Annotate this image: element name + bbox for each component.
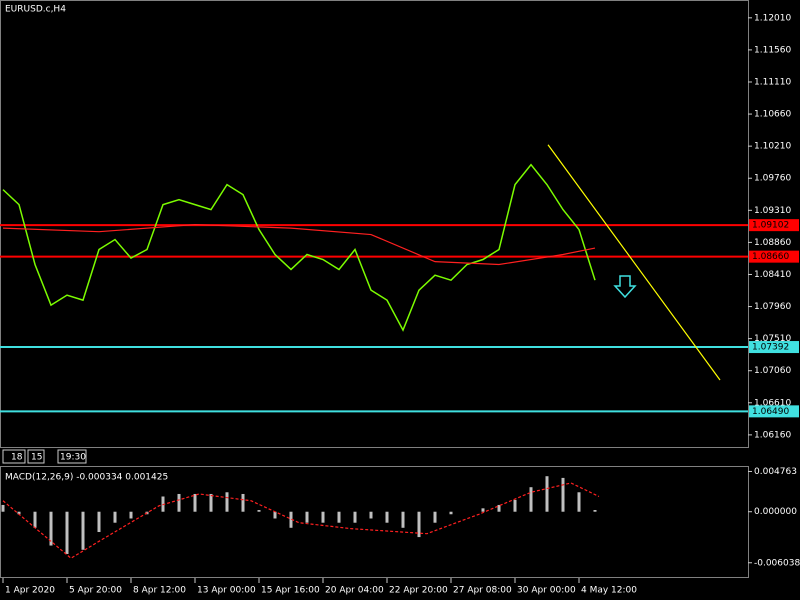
histogram-bar xyxy=(481,508,485,512)
histogram-bar xyxy=(81,511,85,550)
level-label: 1.09102 xyxy=(752,221,789,231)
histogram-bar xyxy=(593,510,597,512)
main-frame xyxy=(0,0,749,448)
level-tag xyxy=(749,405,799,418)
y-tick-label: -0.006038 xyxy=(754,558,800,568)
histogram-bar xyxy=(561,477,565,512)
histogram-bar xyxy=(577,492,581,512)
macd-title: MACD(12,26,9) -0.000334 0.001425 xyxy=(5,473,168,483)
y-tick-label: 1.06160 xyxy=(754,430,791,440)
series-line xyxy=(2,223,596,266)
y-tick-label: 1.09310 xyxy=(754,206,791,216)
level-label: 1.08660 xyxy=(752,252,789,262)
histogram-bar xyxy=(113,511,117,523)
chart-title: EURUSD.c,H4 xyxy=(5,5,66,15)
x-tick-label: 22 Apr 20:00 xyxy=(389,586,448,596)
y-tick-label: 1.10660 xyxy=(754,110,791,120)
histogram-bar xyxy=(513,499,517,512)
x-tick-label: 20 Apr 04:00 xyxy=(325,586,384,596)
histogram-bar xyxy=(401,511,405,528)
y-tick-label: 1.07510 xyxy=(754,334,791,344)
histogram-bar xyxy=(225,492,229,512)
timer-box xyxy=(2,449,26,464)
histogram-bar xyxy=(65,511,69,554)
macd-frame xyxy=(0,466,749,578)
histogram-bar xyxy=(209,493,213,512)
x-tick-label: 30 Apr 00:00 xyxy=(517,586,576,596)
histogram-bar xyxy=(97,511,101,533)
y-tick-label: 0.000000 xyxy=(754,507,797,517)
histogram-bar xyxy=(177,493,181,512)
histogram-bar xyxy=(33,511,37,528)
histogram-bar xyxy=(449,511,453,515)
y-tick-label: 1.06610 xyxy=(754,398,791,408)
histogram-bar xyxy=(497,504,501,512)
level-tag xyxy=(749,250,799,263)
y-tick-label: 1.07060 xyxy=(754,366,791,376)
histogram-bar xyxy=(337,511,341,523)
level-tag xyxy=(749,219,799,232)
histogram-bar xyxy=(17,511,21,515)
histogram-bar xyxy=(529,487,533,512)
y-tick-label: 1.10210 xyxy=(754,142,791,152)
x-tick-label: 27 Apr 08:00 xyxy=(453,586,512,596)
y-tick-label: 1.07960 xyxy=(754,302,791,312)
series-line xyxy=(547,144,721,381)
histogram-bar xyxy=(385,511,389,523)
x-tick-label: 13 Apr 00:00 xyxy=(197,586,256,596)
level-label: 1.06490 xyxy=(752,407,789,417)
level-tag xyxy=(749,341,799,354)
x-tick-label: 1 Apr 2020 xyxy=(5,586,55,596)
sell-arrow xyxy=(613,275,637,299)
timer-text: 15 xyxy=(31,453,42,463)
y-tick-label: 1.08410 xyxy=(754,270,791,280)
x-tick-label: 15 Apr 16:00 xyxy=(261,586,320,596)
x-tick-label: 4 May 12:00 xyxy=(581,586,637,596)
histogram-bar xyxy=(129,511,133,519)
timer-box xyxy=(27,449,45,464)
y-tick-label: 0.004763 xyxy=(754,467,797,477)
histogram-bar xyxy=(289,511,293,528)
histogram-bar xyxy=(257,510,261,512)
timer-text: 19:30 xyxy=(60,453,86,463)
x-tick-label: 8 Apr 12:00 xyxy=(133,586,186,596)
histogram-bar xyxy=(273,511,277,519)
histogram-bar xyxy=(417,511,421,538)
series-line xyxy=(2,482,600,559)
histogram-bar xyxy=(241,493,245,512)
timer-box xyxy=(57,449,87,464)
histogram-bar xyxy=(433,511,437,523)
histogram-bar xyxy=(1,504,5,512)
y-tick-label: 1.12010 xyxy=(754,13,791,23)
timer: 18 15 19:30 xyxy=(2,449,87,464)
histogram-bar xyxy=(49,511,53,546)
histogram-bar xyxy=(369,511,373,519)
level-label: 1.07392 xyxy=(752,343,789,353)
y-tick-label: 1.11110 xyxy=(754,77,791,87)
y-tick-label: 1.08860 xyxy=(754,238,791,248)
histogram-bar xyxy=(321,511,325,523)
histogram-bar xyxy=(353,511,357,523)
timer-text: 18 xyxy=(11,453,23,463)
series-line xyxy=(2,163,596,332)
histogram-bar xyxy=(305,511,309,523)
x-tick-label: 5 Apr 20:00 xyxy=(69,586,122,596)
y-tick-label: 1.11560 xyxy=(754,45,791,55)
histogram-bar xyxy=(193,493,197,512)
histogram-bar xyxy=(545,476,549,512)
y-tick-label: 1.09760 xyxy=(754,174,791,184)
